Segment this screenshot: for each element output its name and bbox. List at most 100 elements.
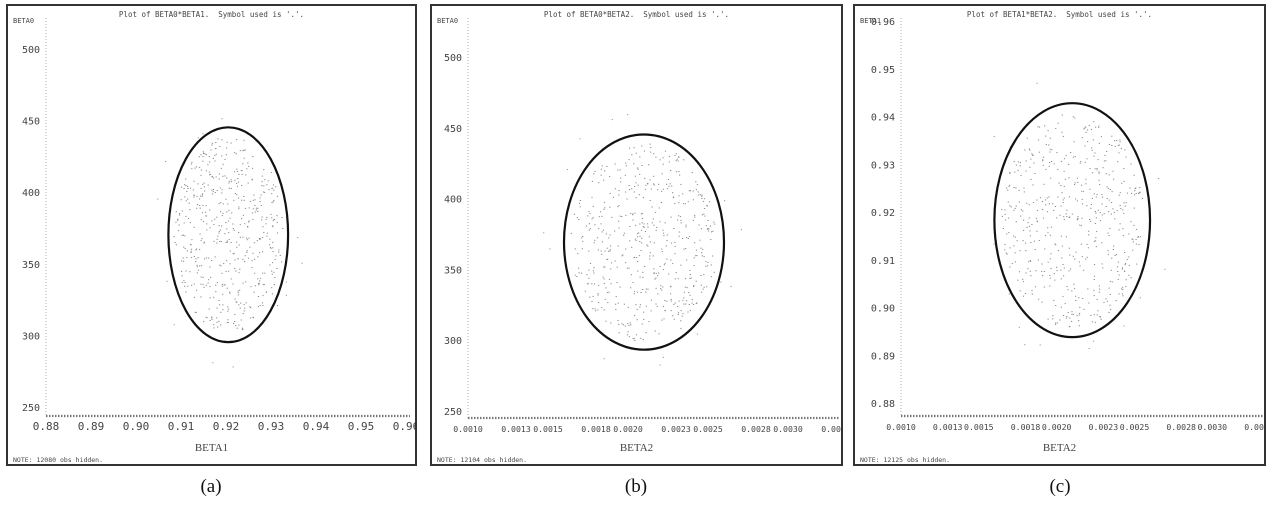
scatter-point [196, 266, 198, 268]
scatter-point [629, 322, 631, 324]
scatter-point [1135, 228, 1138, 230]
scatter-point [600, 174, 602, 176]
scatter-point [226, 240, 228, 242]
scatter-point [1139, 297, 1141, 299]
scatter-point [180, 186, 183, 188]
scatter-point [1062, 295, 1064, 297]
scatter-point [581, 248, 583, 250]
scatter-point [238, 304, 240, 306]
scatter-point [209, 209, 211, 211]
scatter-point [1109, 280, 1111, 282]
scatter-point [1048, 165, 1050, 167]
scatter-point [202, 276, 204, 278]
scatter-point [189, 244, 192, 246]
scatter-point [1132, 249, 1134, 251]
scatter-point [1046, 211, 1048, 213]
scatter-point [1034, 286, 1036, 288]
scatter-point [211, 189, 213, 191]
y-tick-label: 0.94 [871, 113, 895, 124]
scatter-point [1106, 150, 1108, 152]
scatter-point [618, 205, 620, 207]
scatter-point [200, 276, 202, 278]
scatter-point [1125, 156, 1127, 158]
scatter-point [242, 313, 244, 315]
scatter-point [195, 249, 197, 251]
scatter-point [1060, 205, 1062, 207]
scatter-point [680, 222, 682, 224]
x-tick-label: 0.0013 [933, 422, 963, 432]
scatter-point [601, 253, 603, 255]
scatter-point [669, 285, 672, 287]
caption-c: (c) [1049, 476, 1071, 497]
scatter-point [1062, 135, 1064, 137]
scatter-point [1037, 139, 1040, 141]
y-tick-label: 0.96 [871, 17, 895, 28]
scatter-point [210, 149, 212, 151]
scatter-point [197, 257, 199, 259]
scatter-point [566, 169, 568, 170]
scatter-point [677, 306, 679, 307]
scatter-point [683, 159, 685, 161]
scatter-point [203, 241, 206, 243]
scatter-point [201, 212, 204, 214]
scatter-point [664, 262, 666, 264]
y-tick-label: 500 [444, 53, 462, 64]
scatter-point [1090, 314, 1092, 316]
scatter-point [675, 153, 677, 155]
scatter-point [1098, 125, 1100, 127]
scatter-point [201, 265, 203, 267]
scatter-point [674, 302, 676, 304]
scatter-point [238, 173, 240, 175]
scatter-point [1081, 190, 1083, 192]
scatter-point [254, 258, 256, 260]
scatter-point [187, 285, 189, 287]
scatter-point [215, 153, 217, 155]
scatter-point [184, 196, 186, 198]
scatter-point [662, 286, 664, 288]
scatter-point [641, 222, 643, 224]
scatter-point [1134, 188, 1136, 190]
scatter-point [653, 272, 655, 274]
scatter-point [1078, 297, 1080, 299]
x-tick-label: 0.95 [348, 420, 375, 433]
scatter-point [1105, 160, 1107, 162]
scatter-point [1117, 144, 1119, 146]
scatter-point [1038, 126, 1041, 128]
y-tick-label: 250 [444, 407, 462, 418]
scatter-point [1050, 177, 1052, 179]
scatter-point [216, 321, 218, 323]
scatter-point [252, 208, 255, 210]
scatter-point [1085, 131, 1087, 133]
scatter-point [1079, 224, 1081, 226]
x-tick-label: 0.89 [78, 420, 105, 433]
scatter-point [189, 271, 191, 273]
scatter-point [1098, 142, 1100, 144]
scatter-point [259, 197, 261, 199]
scatter-point [272, 251, 274, 253]
scatter-point [271, 193, 273, 195]
scatter-point [1096, 168, 1098, 169]
scatter-point [1088, 348, 1090, 349]
scatter-point [1078, 314, 1080, 316]
scatter-point [1098, 172, 1100, 174]
scatter-point [622, 254, 624, 256]
scatter-point [1128, 264, 1130, 266]
scatter-point [1115, 254, 1118, 256]
scatter-point [670, 286, 672, 288]
scatter-point [199, 195, 202, 197]
scatter-point [228, 232, 230, 234]
scatter-point [574, 274, 576, 276]
scatter-point [203, 152, 205, 154]
scatter-point [1062, 264, 1064, 265]
scatter-point [1074, 184, 1076, 185]
scatter-point [668, 161, 670, 163]
scatter-point [200, 219, 202, 221]
scatter-point [662, 157, 664, 159]
scatter-point [614, 163, 616, 165]
x-axis-label: BETA2 [1042, 442, 1077, 454]
scatter-point [712, 255, 714, 257]
scatter-point [1036, 230, 1038, 232]
scatter-point [1088, 234, 1090, 236]
scatter-point [628, 267, 630, 269]
